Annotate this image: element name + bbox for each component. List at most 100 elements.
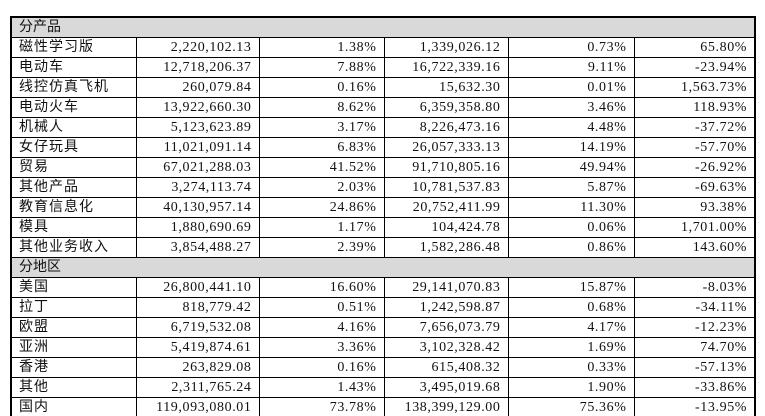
table-row: 其他 2,311,765.24 1.43% 3,495,019.68 1.90% -33.… (10, 377, 756, 398)
yoy-change-cell: 143.60% (633, 237, 756, 258)
current-pct-cell: 0.16% (258, 357, 385, 378)
current-amount-cell: 2,311,765.24 (135, 377, 260, 398)
row-name-cell: 机械人 (10, 117, 137, 138)
table-row: 国内 119,093,080.01 73.78% 138,399,129.00 75.3… (10, 397, 756, 416)
table-row: 拉丁 818,779.42 0.51% 1,242,598.87 0.68% -34.11… (10, 297, 756, 318)
prior-pct-cell: 3.46% (507, 97, 635, 118)
current-amount-cell: 3,854,488.27 (135, 237, 260, 258)
yoy-change-cell: 74.70% (633, 337, 756, 358)
table-body: 分产品 磁性学习版 2,220,102.13 1.38% 1,339,026.12 0.7… (10, 16, 756, 416)
prior-amount-cell: 15,632.30 (383, 77, 509, 98)
prior-amount-cell: 1,339,026.12 (383, 37, 509, 58)
current-amount-cell: 5,123,623.89 (135, 117, 260, 138)
current-amount-cell: 818,779.42 (135, 297, 260, 318)
current-pct-cell: 73.78% (258, 397, 385, 416)
prior-amount-cell: 615,408.32 (383, 357, 509, 378)
current-amount-cell: 26,800,441.10 (135, 277, 260, 298)
table-row: 教育信息化 40,130,957.14 24.86% 20,752,411.99 11.… (10, 197, 756, 218)
table-row: 电动火车 13,922,660.30 8.62% 6,359,358.80 3.46% 1… (10, 97, 756, 118)
current-pct-cell: 6.83% (258, 137, 385, 158)
row-name-cell: 电动火车 (10, 97, 137, 118)
prior-amount-cell: 8,226,473.16 (383, 117, 509, 138)
prior-amount-cell: 6,359,358.80 (383, 97, 509, 118)
row-name-cell: 女仔玩具 (10, 137, 137, 158)
table-row: 美国 26,800,441.10 16.60% 29,141,070.83 15.87%… (10, 277, 756, 298)
row-name-cell: 欧盟 (10, 317, 137, 338)
yoy-change-cell: -12.23% (633, 317, 756, 338)
table-row: 磁性学习版 2,220,102.13 1.38% 1,339,026.12 0.73% 6… (10, 37, 756, 58)
prior-pct-cell: 0.01% (507, 77, 635, 98)
row-name-cell: 磁性学习版 (10, 37, 137, 58)
row-name-cell: 其他 (10, 377, 137, 398)
row-name-cell: 教育信息化 (10, 197, 137, 218)
prior-amount-cell: 7,656,073.79 (383, 317, 509, 338)
prior-pct-cell: 0.06% (507, 217, 635, 238)
revenue-breakdown-table: 分产品 磁性学习版 2,220,102.13 1.38% 1,339,026.12 0.7… (10, 16, 757, 416)
current-pct-cell: 0.16% (258, 77, 385, 98)
yoy-change-cell: -57.70% (633, 137, 756, 158)
current-amount-cell: 3,274,113.74 (135, 177, 260, 198)
current-amount-cell: 119,093,080.01 (135, 397, 260, 416)
prior-amount-cell: 104,424.78 (383, 217, 509, 238)
current-pct-cell: 24.86% (258, 197, 385, 218)
prior-pct-cell: 0.73% (507, 37, 635, 58)
prior-pct-cell: 4.48% (507, 117, 635, 138)
yoy-change-cell: -69.63% (633, 177, 756, 198)
row-name-cell: 香港 (10, 357, 137, 378)
current-pct-cell: 7.88% (258, 57, 385, 78)
prior-amount-cell: 29,141,070.83 (383, 277, 509, 298)
section-label: 分地区 (10, 257, 756, 278)
prior-amount-cell: 91,710,805.16 (383, 157, 509, 178)
section-header-row: 分产品 (10, 16, 756, 38)
current-pct-cell: 0.51% (258, 297, 385, 318)
yoy-change-cell: -23.94% (633, 57, 756, 78)
prior-pct-cell: 14.19% (507, 137, 635, 158)
row-name-cell: 美国 (10, 277, 137, 298)
current-pct-cell: 2.39% (258, 237, 385, 258)
prior-pct-cell: 5.87% (507, 177, 635, 198)
prior-pct-cell: 15.87% (507, 277, 635, 298)
prior-amount-cell: 138,399,129.00 (383, 397, 509, 416)
table-row: 香港 263,829.08 0.16% 615,408.32 0.33% -57.13% (10, 357, 756, 378)
prior-amount-cell: 1,242,598.87 (383, 297, 509, 318)
current-amount-cell: 263,829.08 (135, 357, 260, 378)
current-pct-cell: 41.52% (258, 157, 385, 178)
table-row: 机械人 5,123,623.89 3.17% 8,226,473.16 4.48% -37… (10, 117, 756, 138)
row-name-cell: 线控仿真飞机 (10, 77, 137, 98)
prior-pct-cell: 1.90% (507, 377, 635, 398)
current-pct-cell: 3.36% (258, 337, 385, 358)
row-name-cell: 国内 (10, 397, 137, 416)
row-name-cell: 其他业务收入 (10, 237, 137, 258)
current-amount-cell: 6,719,532.08 (135, 317, 260, 338)
prior-pct-cell: 49.94% (507, 157, 635, 178)
current-amount-cell: 11,021,091.14 (135, 137, 260, 158)
yoy-change-cell: 1,563.73% (633, 77, 756, 98)
section-header-row: 分地区 (10, 257, 756, 278)
prior-pct-cell: 1.69% (507, 337, 635, 358)
row-name-cell: 拉丁 (10, 297, 137, 318)
table-row: 其他产品 3,274,113.74 2.03% 10,781,537.83 5.87% -… (10, 177, 756, 198)
row-name-cell: 贸易 (10, 157, 137, 178)
prior-amount-cell: 3,102,328.42 (383, 337, 509, 358)
table-row: 其他业务收入 3,854,488.27 2.39% 1,582,286.48 0.86%… (10, 237, 756, 258)
table-row: 电动车 12,718,206.37 7.88% 16,722,339.16 9.11% -… (10, 57, 756, 78)
prior-amount-cell: 20,752,411.99 (383, 197, 509, 218)
yoy-change-cell: -34.11% (633, 297, 756, 318)
row-name-cell: 模具 (10, 217, 137, 238)
yoy-change-cell: 1,701.00% (633, 217, 756, 238)
prior-amount-cell: 10,781,537.83 (383, 177, 509, 198)
prior-pct-cell: 9.11% (507, 57, 635, 78)
row-name-cell: 亚洲 (10, 337, 137, 358)
yoy-change-cell: 65.80% (633, 37, 756, 58)
current-amount-cell: 67,021,288.03 (135, 157, 260, 178)
row-name-cell: 电动车 (10, 57, 137, 78)
yoy-change-cell: -8.03% (633, 277, 756, 298)
prior-pct-cell: 0.33% (507, 357, 635, 378)
current-pct-cell: 16.60% (258, 277, 385, 298)
yoy-change-cell: -26.92% (633, 157, 756, 178)
table-row: 贸易 67,021,288.03 41.52% 91,710,805.16 49.94%… (10, 157, 756, 178)
yoy-change-cell: 118.93% (633, 97, 756, 118)
current-pct-cell: 1.38% (258, 37, 385, 58)
prior-amount-cell: 3,495,019.68 (383, 377, 509, 398)
